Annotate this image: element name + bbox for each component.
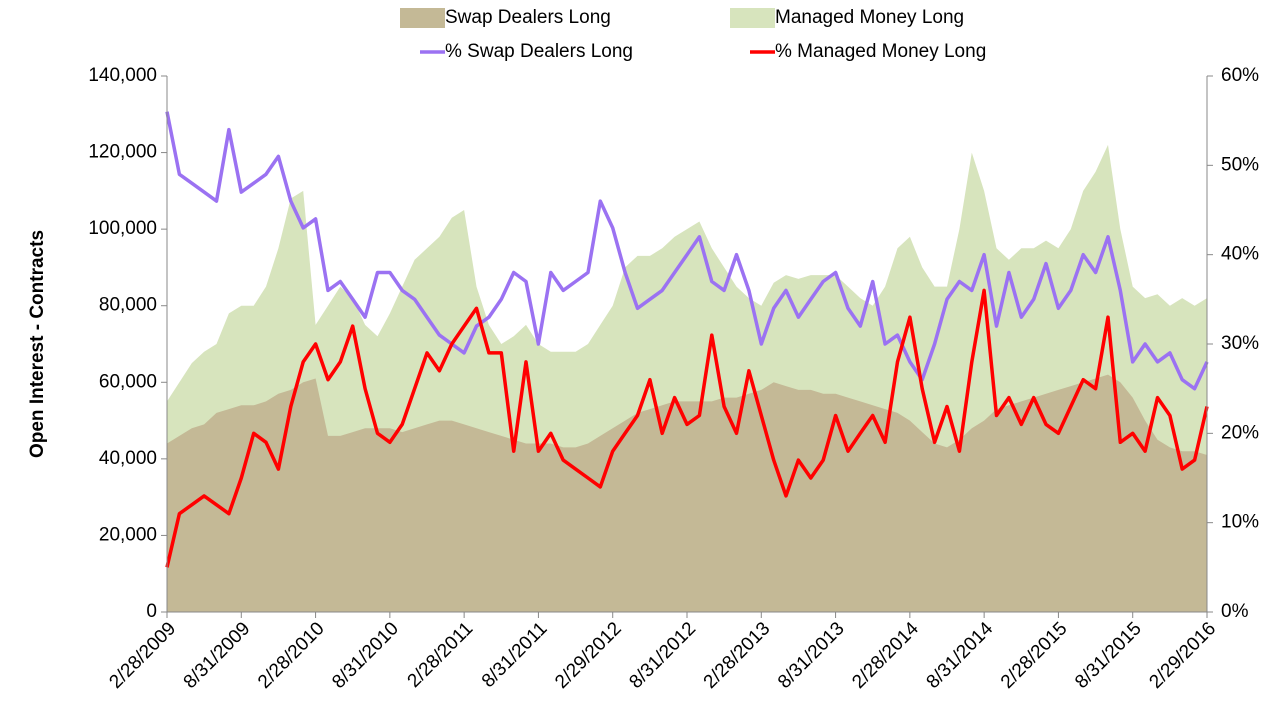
y2-tick-label: 10% [1221, 512, 1259, 533]
legend-label: Managed Money Long [775, 7, 964, 28]
x-tick-label: 2/29/2012 [551, 618, 626, 693]
y2-tick-label: 60% [1221, 65, 1259, 86]
y2-tick-label: 30% [1221, 333, 1259, 354]
y-axis-label: Open Interest - Contracts [27, 230, 48, 458]
legend-label: % Swap Dealers Long [445, 41, 633, 62]
legend-label: % Managed Money Long [775, 41, 986, 62]
y-tick-label: 20,000 [99, 524, 157, 545]
x-tick-label: 2/28/2014 [848, 618, 923, 693]
x-tick-label: 8/31/2009 [180, 618, 255, 693]
y-tick-label: 0 [146, 601, 157, 622]
y2-tick-label: 20% [1221, 422, 1259, 443]
y-tick-label: 40,000 [99, 448, 157, 469]
legend-label: Swap Dealers Long [445, 7, 611, 28]
x-tick-label: 8/31/2014 [923, 618, 998, 693]
legend-swatch [400, 8, 445, 28]
y-tick-label: 60,000 [99, 371, 157, 392]
x-tick-label: 2/28/2009 [105, 618, 180, 693]
x-tick-label: 8/31/2011 [478, 618, 552, 692]
x-tick-label: 2/28/2015 [997, 618, 1072, 693]
line [165, 288, 1209, 568]
x-tick-label: 8/31/2015 [1071, 618, 1146, 693]
x-tick-label: 8/31/2013 [774, 618, 849, 693]
y2-tick-label: 0% [1221, 601, 1249, 622]
x-tick-label: 8/31/2012 [625, 618, 700, 693]
legend-swatch [730, 8, 775, 28]
y-tick-label: 80,000 [99, 295, 157, 316]
y-tick-label: 100,000 [88, 218, 157, 239]
x-tick-label: 2/28/2013 [700, 618, 775, 693]
x-tick-label: 2/28/2011 [404, 618, 478, 692]
x-tick-label: 2/28/2010 [254, 618, 329, 693]
y-tick-label: 140,000 [88, 65, 157, 86]
x-tick-label: 8/31/2010 [328, 618, 403, 693]
area [167, 374, 1207, 612]
y2-tick-label: 40% [1221, 244, 1259, 265]
y-tick-label: 120,000 [88, 142, 157, 163]
y2-tick-label: 50% [1221, 154, 1259, 175]
x-tick-label: 2/29/2016 [1145, 618, 1220, 693]
line [165, 111, 1209, 391]
